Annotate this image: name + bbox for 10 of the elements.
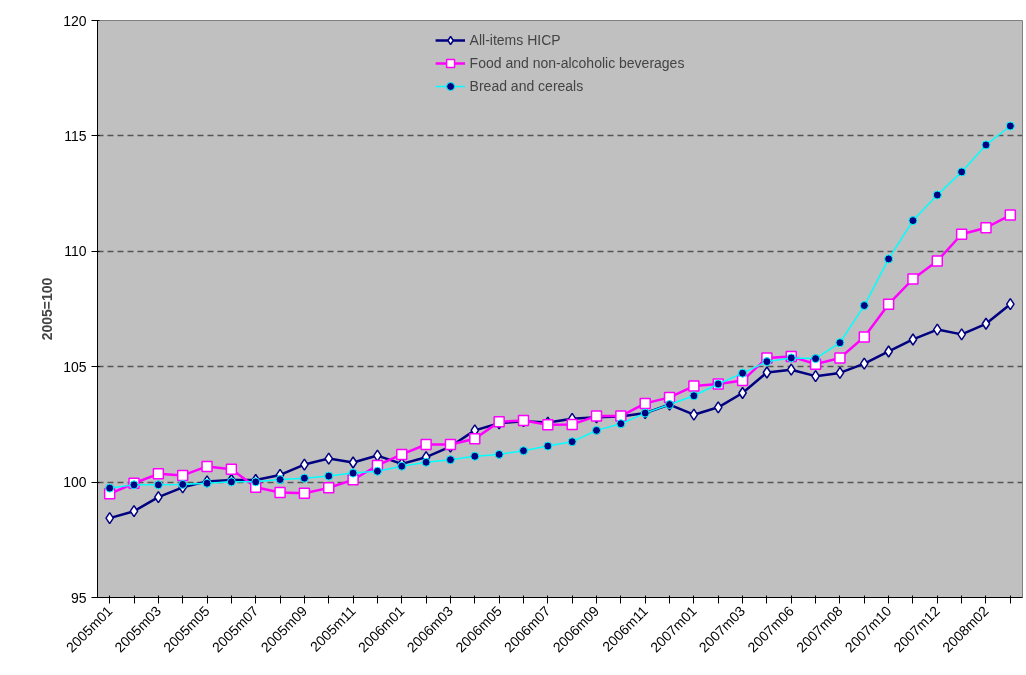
y-axis-title: 2005=100 xyxy=(39,277,56,341)
y-tick-label: 105 xyxy=(63,358,87,375)
legend-label: Bread and cereals xyxy=(469,78,584,94)
y-tick-label: 110 xyxy=(64,243,87,260)
y-tick-label: 100 xyxy=(63,474,87,491)
legend-label: Food and non-alcoholic beverages xyxy=(469,55,685,71)
y-tick-label: 115 xyxy=(64,127,87,144)
legend-label: All-items HICP xyxy=(469,32,561,48)
y-tick-label: 95 xyxy=(70,589,87,606)
y-tick-label: 120 xyxy=(63,12,87,29)
